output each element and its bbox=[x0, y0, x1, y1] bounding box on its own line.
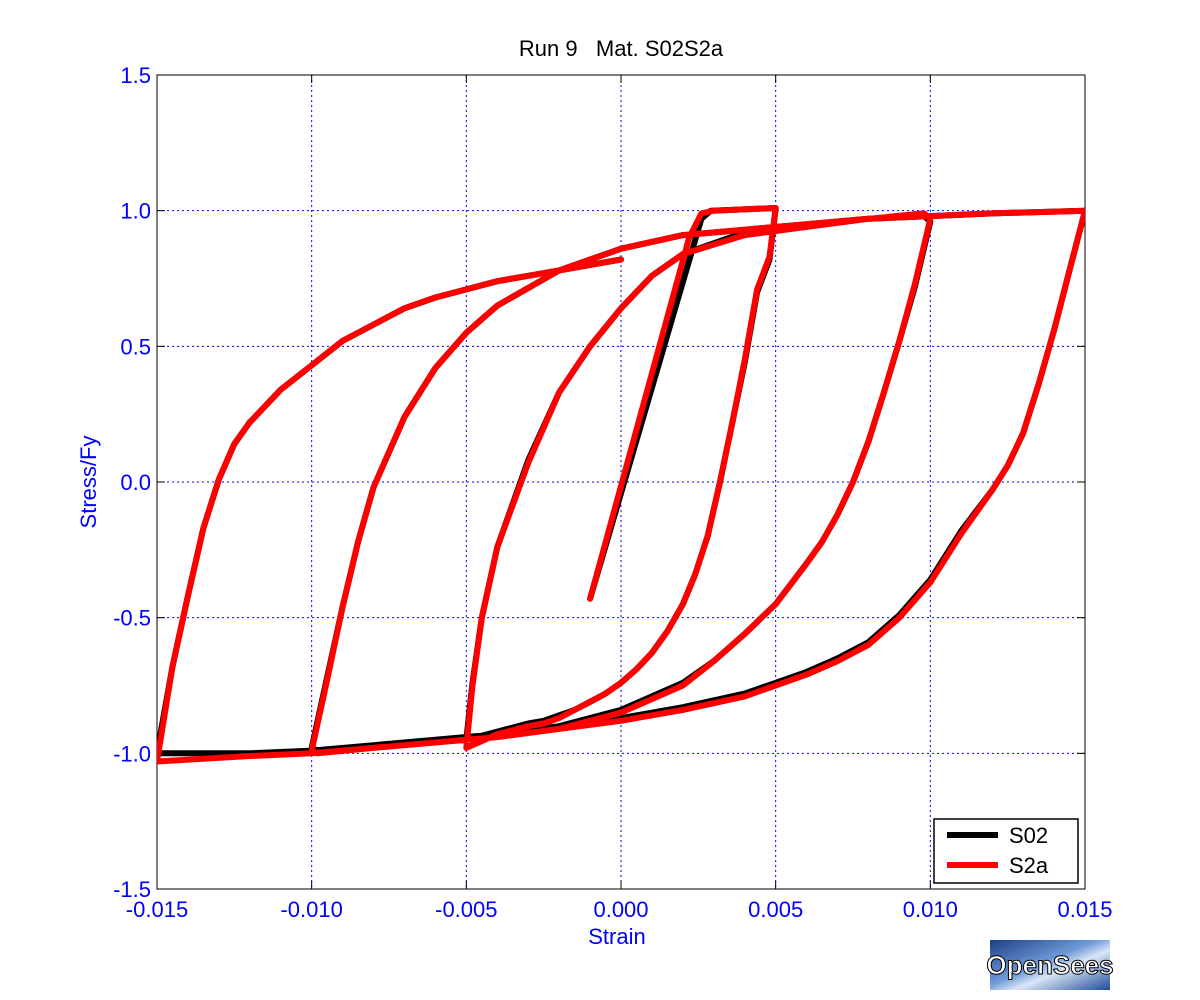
x-tick-label: 0.015 bbox=[1057, 897, 1112, 922]
legend-label-s02: S02 bbox=[1009, 823, 1048, 848]
opensees-logo: OpenSees bbox=[986, 940, 1114, 990]
y-axis-label: Stress/Fy bbox=[76, 436, 101, 529]
tick-labels: -0.015 -0.010 -0.005 0.000 0.005 0.010 0.015 -1… bbox=[113, 63, 1112, 922]
x-axis-label: Strain bbox=[588, 924, 645, 949]
y-tick-label: 1.0 bbox=[120, 199, 151, 224]
y-tick-label: 1.5 bbox=[120, 63, 151, 88]
legend-label-s2a: S2a bbox=[1009, 853, 1049, 878]
chart-title: Run 9 Mat. S02S2a bbox=[519, 36, 724, 61]
legend: S02 S2a bbox=[933, 818, 1079, 884]
x-tick-label: 0.010 bbox=[903, 897, 958, 922]
series-line-s2a bbox=[157, 205, 1085, 765]
x-tick-label: 0.005 bbox=[748, 897, 803, 922]
y-tick-label: -0.5 bbox=[113, 606, 151, 631]
x-tick-label: -0.005 bbox=[435, 897, 497, 922]
y-tick-label: 0.5 bbox=[120, 334, 151, 359]
y-tick-label: -1.5 bbox=[113, 877, 151, 902]
x-tick-label: 0.000 bbox=[593, 897, 648, 922]
y-tick-label: -1.0 bbox=[113, 741, 151, 766]
x-tick-label: -0.015 bbox=[126, 897, 188, 922]
series-layer bbox=[157, 205, 1085, 765]
legend-box bbox=[933, 818, 1079, 884]
logo-text: OpenSees bbox=[986, 950, 1113, 980]
y-tick-label: 0.0 bbox=[120, 470, 151, 495]
x-tick-label: -0.010 bbox=[280, 897, 342, 922]
